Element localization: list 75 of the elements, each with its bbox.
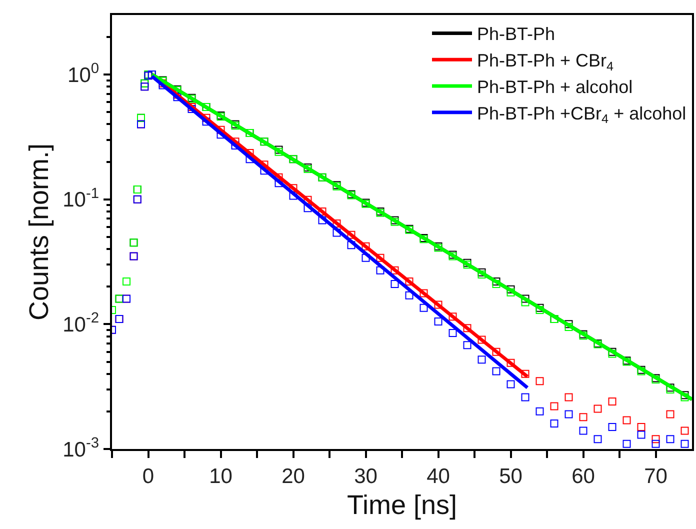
point [390,280,399,288]
x-tick-label: 10 [209,464,232,488]
point [608,423,616,432]
x-tick-label: 60 [572,464,595,488]
point [376,266,384,274]
point [122,277,130,286]
point [536,377,544,386]
x-tick-label: 40 [426,464,450,488]
point [405,277,414,286]
point [318,216,326,224]
point [637,423,646,432]
legend-label: Ph-BT-Ph +CBr$_{4}$ + alcohol [477,103,686,126]
x-tick-label: 70 [644,464,668,488]
point [506,358,515,367]
x-tick-label: 30 [354,464,378,488]
point [680,426,689,435]
point [521,393,530,402]
legend-label: Ph-BT-Ph + CBr$_{4}$ [477,50,614,74]
legend-label: Ph-BT-Ph + alcohol [477,77,633,98]
point [390,266,399,274]
point [680,440,689,448]
point [420,304,428,312]
point [376,254,384,262]
point [579,413,588,422]
point [506,380,515,388]
point [478,336,486,344]
point [274,179,283,188]
point [463,324,472,332]
point [594,435,602,444]
x-axis-title: Time [ns] [346,490,458,520]
point [478,356,486,364]
point [448,328,457,337]
point [652,440,660,448]
point [550,420,558,428]
point [550,402,558,410]
y-tick-label: 10$^{-1}$ [62,186,100,212]
point [289,192,298,200]
point [536,407,544,416]
point [521,298,530,306]
x-tick-label: 0 [142,464,154,488]
point [362,242,370,250]
point [622,440,631,448]
point [362,254,370,262]
point [652,435,660,444]
point [492,348,500,356]
point [622,416,631,424]
point [304,204,312,212]
point [448,312,457,321]
point [420,289,428,298]
point [347,230,356,239]
point [579,426,588,435]
x-tick-label: 20 [282,464,305,488]
point [608,398,616,406]
y-axis-title: Counts [norm.] [24,143,54,321]
point [478,270,486,279]
point [347,241,356,250]
y-tick-label: 10$^{0}$ [68,61,100,87]
point [434,318,442,326]
point [666,410,674,418]
point [666,435,674,444]
point [463,341,472,350]
point [434,300,442,309]
point [492,367,500,376]
y-tick-label: 10$^{-2}$ [62,310,100,337]
point [564,393,573,402]
legend-label: Ph-BT-Ph [477,24,556,44]
point [637,430,646,439]
point [506,288,515,296]
y-tick-label: 10$^{-3}$ [62,436,100,462]
point [405,291,414,300]
point [564,410,573,418]
x-tick-label: 50 [499,464,522,488]
point [332,228,341,237]
point [594,404,602,413]
point [521,370,530,378]
